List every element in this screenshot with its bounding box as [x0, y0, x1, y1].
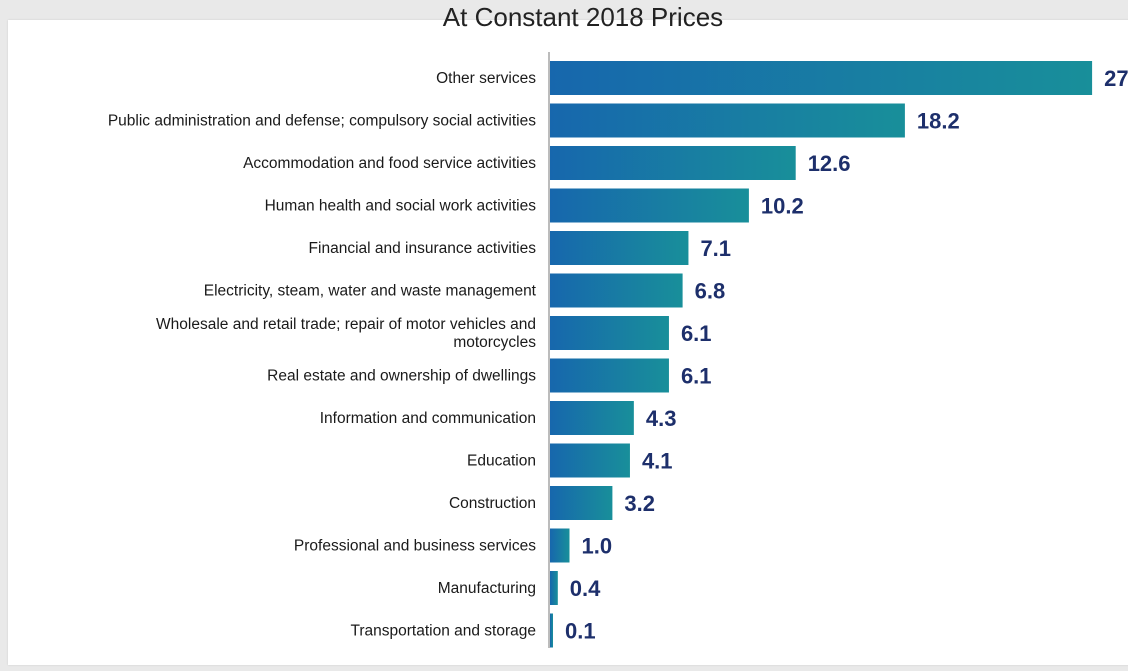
category-label: Education [467, 453, 536, 470]
bar-chart: Other services 27.8 Public administration … [108, 52, 1128, 648]
value-label: 6.1 [681, 321, 712, 346]
category-label: Financial and insurance activities [309, 240, 537, 257]
category-label: Real estate and ownership of dwellings [267, 368, 536, 385]
bar [550, 358, 669, 393]
category-label: Public administration and defense; compu… [108, 113, 536, 130]
value-label: 4.3 [646, 406, 677, 431]
category-label: Manufacturing [438, 580, 536, 597]
value-label: 27.8 [1104, 66, 1128, 91]
bar [550, 401, 634, 435]
value-label: 10.2 [761, 194, 804, 219]
value-label: 3.2 [624, 491, 655, 516]
bar [550, 188, 749, 223]
value-label: 7.1 [700, 236, 731, 261]
value-label: 12.6 [808, 151, 851, 176]
category-label: Other services [436, 70, 536, 87]
category-label: Human health and social work activities [265, 198, 537, 215]
bar [550, 571, 558, 605]
bar [550, 528, 570, 563]
chart-title: At Constant 2018 Prices [442, 2, 724, 32]
category-label: Accommodation and food service activitie… [243, 155, 536, 172]
value-label: 6.8 [695, 279, 726, 304]
category-label: Construction [449, 495, 536, 512]
value-label: 6.1 [681, 364, 712, 389]
value-label: 0.1 [565, 619, 596, 644]
category-label: Electricity, steam, water and waste mana… [204, 283, 537, 300]
bar [550, 231, 689, 265]
bar [550, 486, 613, 520]
bar [550, 103, 905, 138]
chart-card: At Constant 2018 Prices Other services 27… [8, 2, 1128, 665]
bar [550, 146, 796, 180]
value-label: 1.0 [582, 534, 613, 559]
category-label: Wholesale and retail trade; repair of mo… [156, 316, 536, 351]
category-label: Professional and business services [294, 538, 536, 555]
bar [550, 613, 553, 648]
value-label: 18.2 [917, 109, 960, 134]
value-label: 0.4 [570, 576, 601, 601]
bar [550, 443, 630, 478]
value-label: 4.1 [642, 449, 673, 474]
bar [550, 316, 669, 350]
bar [550, 273, 683, 308]
category-label: Information and communication [320, 410, 536, 427]
category-label: Transportation and storage [350, 623, 536, 640]
bar [550, 61, 1093, 95]
